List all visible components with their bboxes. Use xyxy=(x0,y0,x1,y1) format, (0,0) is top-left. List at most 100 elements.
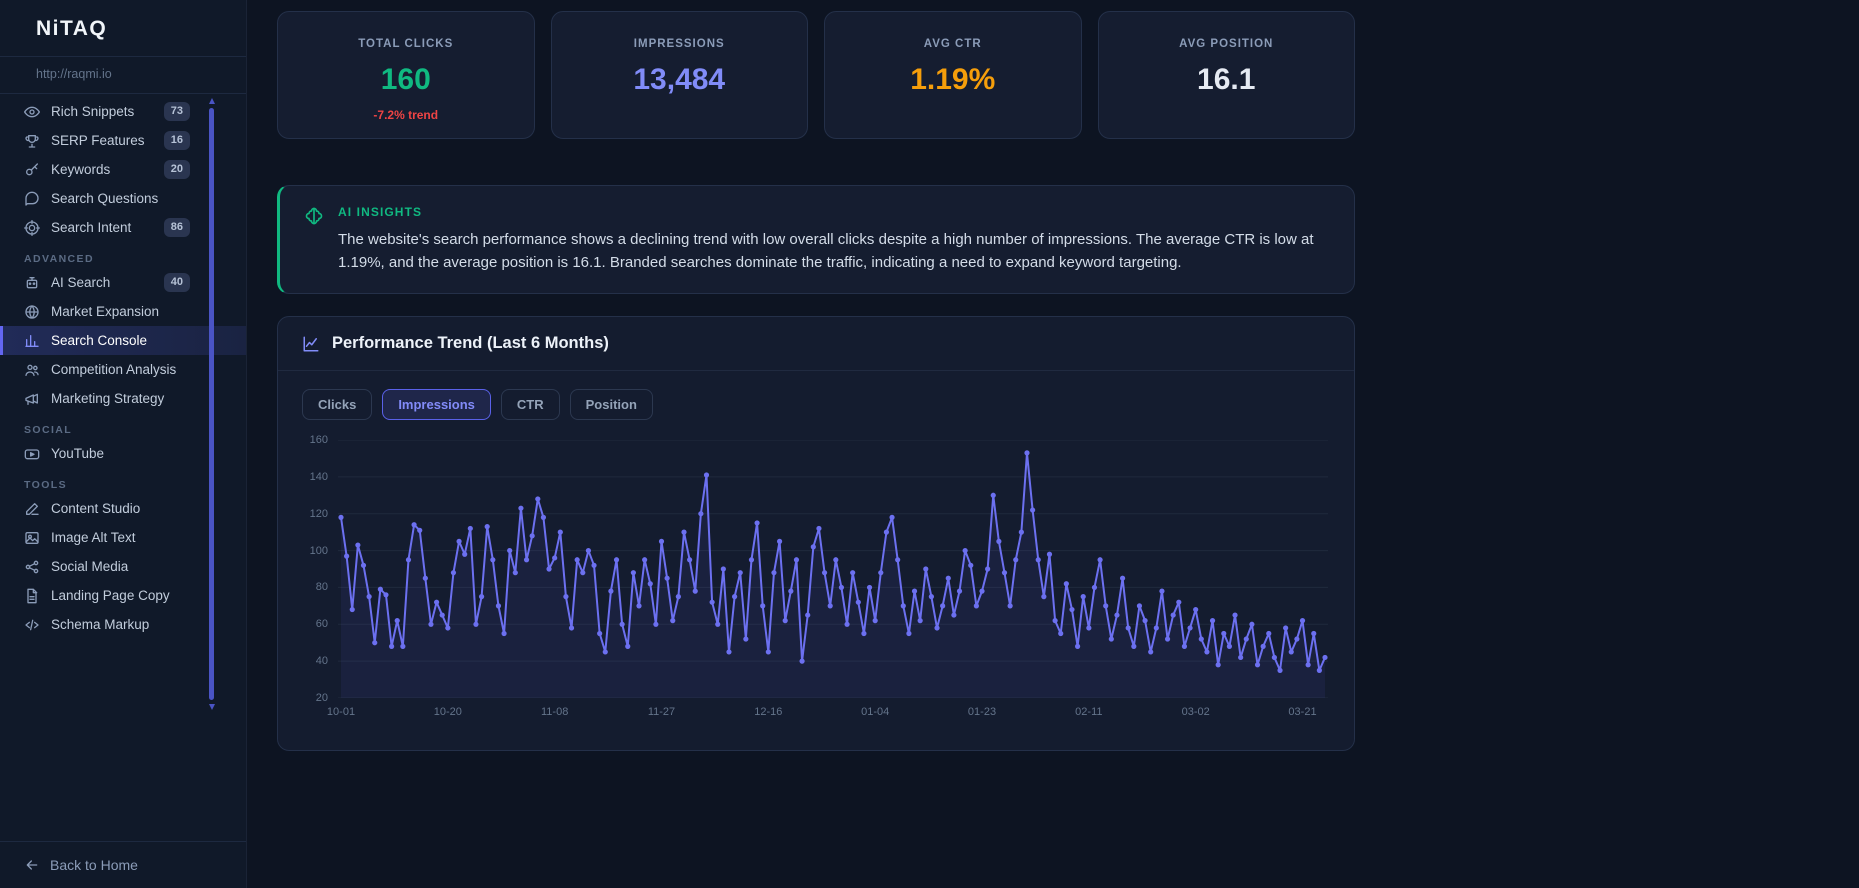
sidebar-item-serp-features[interactable]: SERP Features 16 xyxy=(0,126,246,155)
scrollbar-up-arrow-icon[interactable] xyxy=(209,98,215,104)
users-icon xyxy=(24,362,40,378)
x-axis-label: 02-11 xyxy=(1075,706,1103,718)
sidebar-item-ai-search[interactable]: AI Search 40 xyxy=(0,268,246,297)
code-icon xyxy=(24,617,40,633)
chart-tab-clicks[interactable]: Clicks xyxy=(302,389,373,420)
stat-label: TOTAL CLICKS xyxy=(358,38,454,50)
sidebar-item-label: Search Console xyxy=(51,333,148,348)
sidebar-item-image-alt-text[interactable]: Image Alt Text xyxy=(0,523,246,552)
sidebar-item-badge: 16 xyxy=(163,131,190,150)
sidebar-item-label: SERP Features xyxy=(51,133,145,148)
pen-icon xyxy=(24,501,40,517)
ai-insights-title: AI INSIGHTS xyxy=(338,205,423,219)
globe-icon xyxy=(24,304,40,320)
sidebar-item-social-media[interactable]: Social Media xyxy=(0,552,246,581)
stat-value: 1.19% xyxy=(910,63,996,96)
stat-trend: -7.2% trend xyxy=(373,108,439,122)
performance-chart: 20 40 60 80 100 120 140 160 10-01 10-20 11-08 11-2… xyxy=(302,434,1330,726)
sidebar-item-badge: 86 xyxy=(163,218,190,237)
megaphone-icon xyxy=(24,391,40,407)
x-axis-label: 01-23 xyxy=(967,706,997,718)
stat-card-impressions: IMPRESSIONS 13,484 xyxy=(550,11,808,139)
y-axis-label: 40 xyxy=(315,655,328,668)
stat-value: 160 xyxy=(380,63,431,96)
x-axis-label: 01-04 xyxy=(861,706,890,718)
eye-icon xyxy=(24,104,40,120)
sidebar-item-competition-analysis[interactable]: Competition Analysis xyxy=(0,355,246,384)
sidebar-item-content-studio[interactable]: Content Studio xyxy=(0,494,246,523)
brain-icon xyxy=(304,206,324,226)
chart-line-icon xyxy=(302,335,320,353)
sidebar-item-keywords[interactable]: Keywords 20 xyxy=(0,155,246,184)
robot-icon xyxy=(24,275,40,291)
scrollbar-thumb[interactable] xyxy=(209,108,214,700)
back-to-home-label: Back to Home xyxy=(50,857,138,873)
sidebar-item-search-console[interactable]: Search Console xyxy=(0,326,246,355)
sidebar-item-label: Market Expansion xyxy=(51,304,160,319)
stat-label: AVG POSITION xyxy=(1179,38,1274,50)
sidebar-item-label: Social Media xyxy=(51,559,129,574)
target-icon xyxy=(24,219,40,236)
x-axis-label: 12-16 xyxy=(754,706,783,718)
youtube-icon xyxy=(24,446,40,462)
share-icon xyxy=(24,559,40,575)
ai-insights-content: AI INSIGHTS The website's search perform… xyxy=(338,205,1330,274)
file-icon xyxy=(24,588,40,604)
performance-card-header: Performance Trend (Last 6 Months) xyxy=(278,317,1354,371)
ai-insights-card: AI INSIGHTS The website's search perform… xyxy=(277,185,1355,294)
sidebar-item-badge: 40 xyxy=(163,273,190,292)
sidebar-nav: Rich Snippets 73 SERP Features 16 Keywords 20… xyxy=(0,94,246,841)
chart-plot xyxy=(338,439,1328,699)
sidebar-item-search-questions[interactable]: Search Questions xyxy=(0,184,246,213)
y-axis-label: 100 xyxy=(309,544,328,557)
sidebar-item-landing-page-copy[interactable]: Landing Page Copy xyxy=(0,581,246,610)
sidebar-item-rich-snippets[interactable]: Rich Snippets 73 xyxy=(0,97,246,126)
sidebar-item-label: Competition Analysis xyxy=(51,362,177,377)
sidebar-item-badge: 20 xyxy=(163,160,190,179)
y-axis-label: 60 xyxy=(315,618,328,631)
arrow-left-icon xyxy=(24,857,40,873)
sidebar-item-label: Rich Snippets xyxy=(51,104,135,119)
site-url: http://raqmi.io xyxy=(0,56,246,94)
stat-value: 13,484 xyxy=(633,63,726,96)
sidebar-scrollbar[interactable] xyxy=(209,98,215,710)
performance-card: Performance Trend (Last 6 Months) Clicks… xyxy=(277,316,1355,751)
y-axis-label: 160 xyxy=(309,434,328,446)
y-axis-label: 120 xyxy=(309,507,328,520)
sidebar-item-label: AI Search xyxy=(51,275,111,290)
nav-section-tools: TOOLS xyxy=(24,479,67,491)
sidebar-item-marketing-strategy[interactable]: Marketing Strategy xyxy=(0,384,246,413)
stat-label: AVG CTR xyxy=(923,38,982,50)
sidebar-item-youtube[interactable]: YouTube xyxy=(0,439,246,468)
stat-label: IMPRESSIONS xyxy=(633,38,725,50)
chart-tab-ctr[interactable]: CTR xyxy=(500,389,560,420)
sidebar-item-label: Content Studio xyxy=(51,501,141,516)
sidebar-item-label: Keywords xyxy=(51,162,111,177)
sidebar-item-label: Image Alt Text xyxy=(51,530,136,545)
sidebar-item-label: Search Intent xyxy=(51,220,132,235)
performance-title: Performance Trend (Last 6 Months) xyxy=(332,334,609,352)
nav-section-advanced: ADVANCED xyxy=(24,253,94,265)
chart-x-axis: 10-01 10-20 11-08 11-27 12-16 01-04 01-23 02-11… xyxy=(327,706,1328,722)
x-axis-label: 10-20 xyxy=(433,706,462,718)
chart-tab-impressions[interactable]: Impressions xyxy=(382,389,491,420)
sidebar-item-search-intent[interactable]: Search Intent 86 xyxy=(0,213,246,242)
sidebar-item-label: Marketing Strategy xyxy=(51,391,165,406)
sidebar-item-label: Schema Markup xyxy=(51,617,150,632)
y-axis-label: 140 xyxy=(309,470,328,483)
sidebar-item-label: YouTube xyxy=(51,446,105,461)
chart-y-axis: 20 40 60 80 100 120 140 160 xyxy=(302,434,328,704)
y-axis-label: 20 xyxy=(315,692,328,704)
sidebar-item-label: Search Questions xyxy=(51,191,159,206)
chart-tab-position[interactable]: Position xyxy=(569,389,653,420)
x-axis-label: 03-21 xyxy=(1288,706,1317,718)
scrollbar-down-arrow-icon[interactable] xyxy=(209,704,215,710)
impressions-line-series xyxy=(338,439,1328,699)
sidebar-item-market-expansion[interactable]: Market Expansion xyxy=(0,297,246,326)
image-icon xyxy=(24,530,40,546)
main-content: TOTAL CLICKS 160 -7.2% trend IMPRESSIONS 13,… xyxy=(247,0,1859,888)
back-to-home-link[interactable]: Back to Home xyxy=(0,841,246,888)
x-axis-label: 11-27 xyxy=(647,706,676,718)
sidebar-item-schema-markup[interactable]: Schema Markup xyxy=(0,610,246,639)
